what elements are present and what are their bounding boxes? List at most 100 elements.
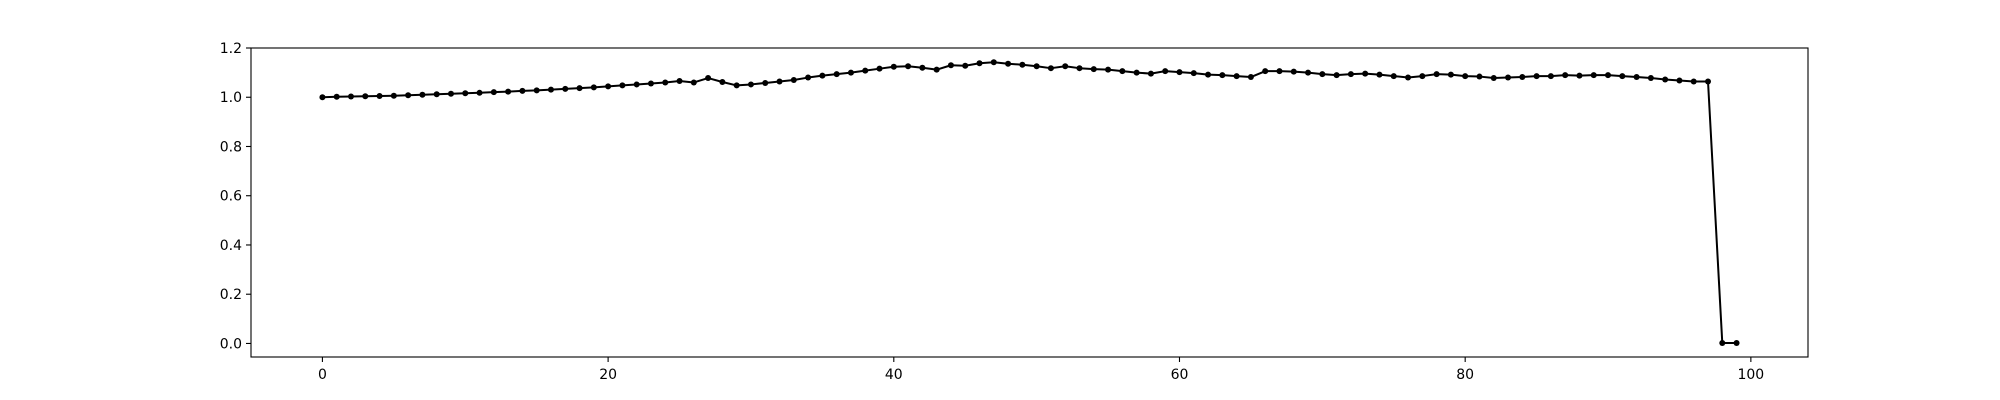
data-point — [1076, 65, 1083, 72]
data-point — [362, 93, 369, 100]
data-point — [633, 81, 640, 88]
data-point — [490, 89, 497, 96]
data-point — [419, 91, 426, 98]
data-point — [605, 83, 612, 90]
y-tick-label: 0.6 — [220, 189, 242, 205]
data-point — [1333, 72, 1340, 79]
data-point — [462, 90, 469, 97]
data-point — [819, 72, 826, 79]
y-tick-label: 0.8 — [220, 139, 242, 155]
x-tick-label: 80 — [1456, 367, 1474, 383]
data-point — [1505, 74, 1512, 81]
data-point — [1447, 71, 1454, 78]
data-point — [1047, 65, 1054, 72]
data-point — [505, 88, 512, 95]
data-point — [533, 87, 540, 94]
data-point — [1533, 73, 1540, 80]
data-point — [1376, 71, 1383, 78]
data-point — [733, 82, 740, 89]
data-point — [1219, 72, 1226, 79]
data-point — [776, 78, 783, 85]
data-point — [919, 64, 926, 71]
data-point — [1676, 77, 1683, 84]
data-point — [562, 85, 569, 92]
x-tick-label: 100 — [1737, 367, 1764, 383]
data-point — [805, 74, 812, 81]
y-tick-label: 1.2 — [220, 41, 242, 57]
data-point — [905, 63, 912, 70]
data-point — [1347, 71, 1354, 78]
y-tick-label: 0.0 — [220, 336, 242, 352]
data-point — [719, 78, 726, 85]
data-point — [1205, 71, 1212, 78]
data-point — [319, 94, 326, 101]
data-point — [1362, 70, 1369, 77]
data-point — [847, 69, 854, 76]
data-point — [1519, 74, 1526, 81]
y-tick-label: 1.0 — [220, 90, 242, 106]
data-point — [519, 87, 526, 94]
data-point — [1405, 74, 1412, 81]
data-point — [1147, 70, 1154, 77]
data-point — [433, 91, 440, 98]
data-point — [933, 66, 940, 73]
data-point — [390, 92, 397, 99]
data-point — [647, 80, 654, 87]
x-tick-label: 40 — [885, 367, 903, 383]
y-tick-label: 0.2 — [220, 287, 242, 303]
data-point — [976, 60, 983, 67]
data-point — [1490, 75, 1497, 82]
data-point — [476, 89, 483, 96]
data-point — [862, 67, 869, 74]
x-axis-ticks: 0 20 40 60 80 100 — [318, 357, 1764, 383]
data-point — [962, 62, 969, 69]
data-point — [1690, 78, 1697, 85]
data-point — [1105, 66, 1112, 73]
data-point — [347, 93, 354, 100]
data-point — [1162, 68, 1169, 75]
data-point — [762, 79, 769, 86]
x-tick-label: 60 — [1171, 367, 1189, 383]
data-point — [705, 75, 712, 82]
data-point — [662, 79, 669, 86]
data-point — [1705, 78, 1712, 85]
data-point — [1019, 61, 1026, 68]
data-point — [1633, 74, 1640, 81]
data-point — [676, 77, 683, 84]
data-point — [547, 86, 554, 93]
data-point — [1176, 69, 1183, 76]
data-point — [1476, 73, 1483, 80]
plot-series — [319, 59, 1740, 346]
data-point — [1619, 73, 1626, 80]
data-point — [1562, 72, 1569, 79]
data-point — [619, 82, 626, 89]
data-point — [1719, 339, 1726, 346]
data-point — [1462, 73, 1469, 80]
data-point — [747, 81, 754, 88]
data-point — [576, 85, 583, 92]
y-tick-label: 0.4 — [220, 238, 242, 254]
x-tick-label: 20 — [599, 367, 617, 383]
data-point — [405, 92, 412, 99]
data-point — [1647, 75, 1654, 82]
data-point — [1005, 60, 1012, 67]
data-point — [790, 77, 797, 84]
data-point — [1733, 339, 1740, 346]
data-point — [1547, 73, 1554, 80]
data-point — [1276, 68, 1283, 75]
data-point — [1290, 68, 1297, 75]
data-point — [890, 63, 897, 70]
data-point — [833, 71, 840, 78]
data-point — [1190, 70, 1197, 77]
data-point — [590, 84, 597, 91]
data-point — [690, 79, 697, 86]
data-point — [1133, 69, 1140, 76]
data-point — [1262, 68, 1269, 75]
data-point — [1062, 63, 1069, 70]
data-point — [990, 59, 997, 66]
data-point — [1247, 74, 1254, 81]
data-point — [1390, 73, 1397, 80]
data-point — [876, 65, 883, 72]
data-point — [1319, 71, 1326, 78]
